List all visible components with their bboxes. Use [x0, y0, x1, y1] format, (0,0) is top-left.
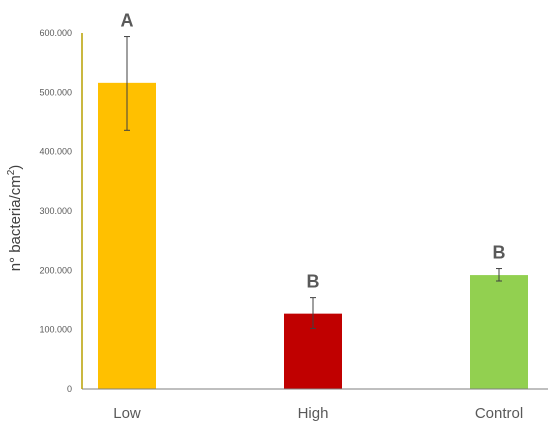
- error-bar-high: [310, 297, 316, 329]
- error-bars: [124, 36, 502, 329]
- y-tick-label: 400.000: [39, 147, 72, 157]
- bar-control: [470, 275, 528, 389]
- error-bar-low: [124, 36, 130, 131]
- y-tick-label: 0: [67, 384, 72, 394]
- x-axis-labels: Low High Control: [113, 405, 523, 422]
- significance-letter: A: [121, 11, 134, 31]
- y-tick-label: 100.000: [39, 325, 72, 335]
- error-bar-control: [496, 268, 502, 282]
- y-tick-label: 500.000: [39, 87, 72, 97]
- x-label-control: Control: [475, 405, 523, 422]
- significance-letter: B: [493, 243, 506, 263]
- significance-letter: B: [307, 272, 320, 292]
- y-tick-label: 200.000: [39, 265, 72, 275]
- y-tick-label: 300.000: [39, 206, 72, 216]
- y-tick-label: 600.000: [39, 28, 72, 38]
- bars: [98, 82, 528, 389]
- y-axis-ticks: 0 100.000 200.000 300.000 400.000 500.000 600.…: [39, 28, 72, 394]
- x-label-high: High: [298, 405, 329, 422]
- bar-low: [98, 82, 156, 389]
- x-label-low: Low: [113, 405, 141, 422]
- significance-letters: A B B: [121, 11, 506, 292]
- y-axis-label: n° bacteria/cm2): [6, 165, 24, 272]
